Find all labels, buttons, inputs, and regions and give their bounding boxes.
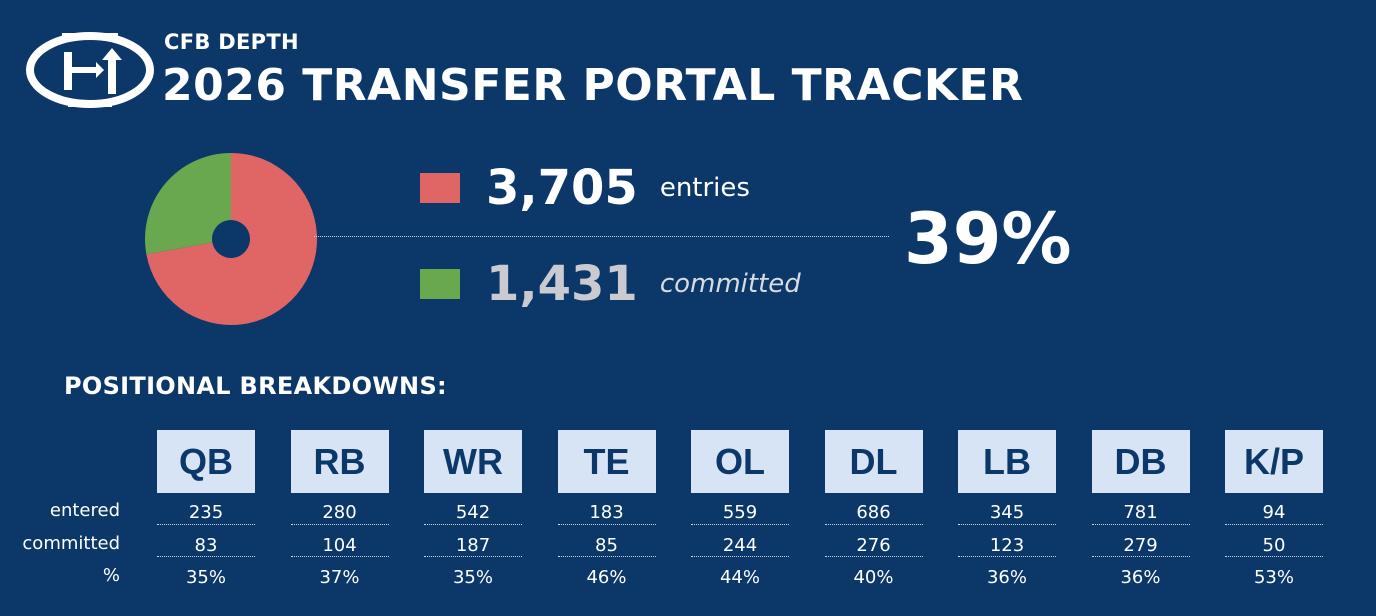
position-label: RB xyxy=(290,430,389,493)
position-label: DL xyxy=(824,430,923,493)
row-divider xyxy=(1091,556,1190,557)
portal-donut-chart xyxy=(145,153,317,325)
entries-swatch xyxy=(420,173,460,203)
cell-entered: 94 xyxy=(1262,502,1286,523)
cell-entered: 183 xyxy=(589,502,624,523)
cell-percent: 35% xyxy=(452,567,493,588)
position-column-qb: QB 235 83 35% xyxy=(157,430,255,588)
football-logo-icon xyxy=(26,32,154,108)
entries-stat: 3,705 entries xyxy=(420,160,750,216)
position-label: OL xyxy=(691,430,789,493)
cell-committed: 187 xyxy=(455,535,491,556)
position-column-wr: WR 542 187 35% xyxy=(424,430,522,588)
row-divider xyxy=(958,556,1056,557)
committed-swatch xyxy=(420,269,460,299)
row-divider xyxy=(290,524,389,525)
row-divider xyxy=(424,524,522,525)
cell-committed: 83 xyxy=(194,535,218,556)
row-divider xyxy=(691,556,789,557)
cell-entered: 686 xyxy=(856,502,891,523)
position-label: K/P xyxy=(1225,430,1323,493)
row-divider xyxy=(824,556,923,557)
position-label: QB xyxy=(157,430,255,493)
position-column-db: DB 781 279 36% xyxy=(1091,430,1190,588)
row-divider xyxy=(1091,524,1190,525)
cell-percent: 36% xyxy=(986,567,1027,588)
summary-divider xyxy=(314,236,889,237)
position-label: LB xyxy=(958,430,1056,493)
position-column-lb: LB 345 123 36% xyxy=(958,430,1056,588)
row-divider xyxy=(557,524,656,525)
position-column-te: TE 183 85 46% xyxy=(557,430,656,588)
cell-entered: 345 xyxy=(989,502,1025,523)
cell-entered: 559 xyxy=(722,502,758,523)
position-label: WR xyxy=(424,430,522,493)
cell-committed: 104 xyxy=(322,535,357,556)
row-label-entered: entered xyxy=(49,500,120,521)
row-divider xyxy=(557,556,656,557)
cell-percent: 36% xyxy=(1120,567,1161,588)
row-divider xyxy=(958,524,1056,525)
position-column-kp: K/P 94 50 53% xyxy=(1225,430,1323,588)
entries-count: 3,705 xyxy=(486,160,638,216)
brand-name: CFB DEPTH xyxy=(164,30,299,54)
cell-committed: 244 xyxy=(722,535,758,556)
cell-percent: 35% xyxy=(185,567,226,588)
committed-stat: 1,431 committed xyxy=(420,256,801,312)
cell-percent: 46% xyxy=(586,567,627,588)
commit-percentage: 39% xyxy=(904,198,1072,280)
cell-committed: 276 xyxy=(856,535,891,556)
row-divider xyxy=(824,524,923,525)
row-divider xyxy=(424,556,522,557)
row-label-committed: committed xyxy=(22,533,120,554)
section-title: POSITIONAL BREAKDOWNS: xyxy=(64,372,447,400)
entries-label: entries xyxy=(659,173,750,203)
cell-percent: 53% xyxy=(1253,567,1294,588)
position-column-rb: RB 280 104 37% xyxy=(290,430,389,588)
cell-percent: 37% xyxy=(319,567,360,588)
cell-entered: 542 xyxy=(455,502,491,523)
row-divider xyxy=(157,524,255,525)
position-column-ol: OL 559 244 44% xyxy=(691,430,789,588)
row-divider xyxy=(1225,556,1323,557)
cell-entered: 781 xyxy=(1123,502,1158,523)
page-title: 2026 TRANSFER PORTAL TRACKER xyxy=(162,60,1024,111)
row-divider xyxy=(290,556,389,557)
cell-committed: 50 xyxy=(1262,535,1286,556)
pie-slice-committed xyxy=(145,153,231,255)
row-divider xyxy=(1225,524,1323,525)
pie-slice-entries xyxy=(146,153,317,325)
position-label: TE xyxy=(557,430,656,493)
cell-entered: 235 xyxy=(188,502,224,523)
cell-committed: 85 xyxy=(595,535,618,556)
position-label: DB xyxy=(1091,430,1190,493)
row-divider xyxy=(691,524,789,525)
row-label-percent: % xyxy=(102,565,120,586)
cell-percent: 44% xyxy=(719,567,760,588)
cell-committed: 279 xyxy=(1123,535,1158,556)
cell-percent: 40% xyxy=(853,567,894,588)
row-divider xyxy=(157,556,255,557)
committed-count: 1,431 xyxy=(486,256,638,312)
cell-entered: 280 xyxy=(322,502,357,523)
committed-label: committed xyxy=(659,269,801,299)
position-column-dl: DL 686 276 40% xyxy=(824,430,923,588)
cell-committed: 123 xyxy=(989,535,1025,556)
